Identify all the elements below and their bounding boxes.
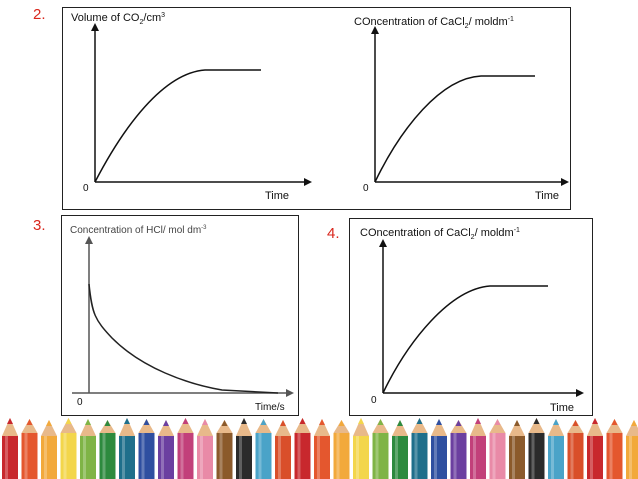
pencil-icon	[392, 420, 408, 479]
volume-co2-title: Volume of CO2/cm3	[71, 12, 165, 26]
coloured-pencils-decoration	[2, 418, 638, 479]
pencil-icon	[509, 420, 525, 479]
pencil-icon	[216, 420, 233, 479]
volume-co2-curve	[94, 69, 261, 183]
pencil-icon	[275, 420, 291, 479]
conc-cacl2-bottom-origin: 0	[371, 395, 377, 406]
conc-cacl2-top-curve	[374, 75, 535, 183]
volume-co2-origin: 0	[83, 183, 89, 194]
pencil-icon	[99, 420, 116, 479]
conc-cacl2-bottom-x-label: Time	[550, 402, 574, 414]
conc-hcl-title: Concentration of HCl/ mol dm-3	[70, 225, 207, 236]
item-number-4: 4.	[327, 225, 340, 242]
pencil-icon	[528, 418, 545, 479]
conc-cacl2-top-x-label: Time	[535, 190, 559, 202]
graph-panel-4: COncentration of CaCl2/ moldm-1 0 Time	[349, 218, 593, 416]
pencil-icon	[431, 419, 447, 479]
conc-hcl-curve	[88, 283, 279, 394]
volume-co2-graph: Volume of CO2/cm3 0 Time	[71, 12, 312, 202]
conc-cacl2-bottom-title: COncentration of CaCl2/ moldm-1	[360, 227, 520, 241]
item-number-3: 3.	[33, 217, 46, 234]
pencil-icon	[333, 420, 350, 479]
pencil-icon	[548, 419, 564, 479]
conc-cacl2-top-origin: 0	[363, 183, 369, 194]
pencil-icon	[21, 419, 38, 479]
item-number-2: 2.	[33, 6, 46, 23]
conc-cacl2-top-graph: COncentration of CaCl2/ moldm-1 0 Time	[354, 16, 569, 202]
pencil-icon	[626, 420, 638, 479]
pencil-icon	[294, 418, 311, 479]
pencil-icon	[41, 420, 57, 479]
conc-hcl-x-label: Time/s	[255, 402, 285, 413]
pencil-icon	[372, 419, 389, 479]
pencil-icon	[587, 418, 603, 479]
pencil-icon	[353, 418, 369, 479]
graph-panel-3: Concentration of HCl/ mol dm-3 0 Time/s	[61, 215, 299, 416]
pencil-icon	[119, 418, 135, 479]
conc-cacl2-top-title: COncentration of CaCl2/ moldm-1	[354, 16, 514, 30]
pencil-icon	[255, 419, 272, 479]
pencil-icon	[606, 419, 623, 479]
pencil-icon	[567, 420, 584, 479]
pencil-icon	[2, 418, 18, 479]
pencil-icon	[60, 418, 77, 479]
graph-panel-4-svg: COncentration of CaCl2/ moldm-1 0 Time	[360, 227, 584, 414]
graph-panel-2-svg: Volume of CO2/cm3 0 Time COncentration o…	[71, 12, 569, 202]
graph-panel-3-svg: Concentration of HCl/ mol dm-3 0 Time/s	[70, 225, 294, 413]
graph-panel-2: Volume of CO2/cm3 0 Time COncentration o…	[62, 7, 571, 210]
conc-hcl-origin: 0	[77, 397, 83, 408]
pencil-icon	[450, 420, 467, 479]
volume-co2-x-label: Time	[265, 190, 289, 202]
pencil-icon	[314, 419, 330, 479]
pencil-icon	[80, 419, 96, 479]
pencil-icon	[197, 419, 213, 479]
conc-cacl2-bottom-curve	[382, 285, 548, 394]
pencil-icon	[236, 418, 252, 479]
pencil-icon	[489, 419, 506, 479]
pencil-icon	[158, 420, 174, 479]
pencil-icon	[138, 419, 155, 479]
pencil-icon	[411, 418, 428, 479]
pencil-icon	[177, 418, 194, 479]
pencil-icon	[470, 418, 486, 479]
